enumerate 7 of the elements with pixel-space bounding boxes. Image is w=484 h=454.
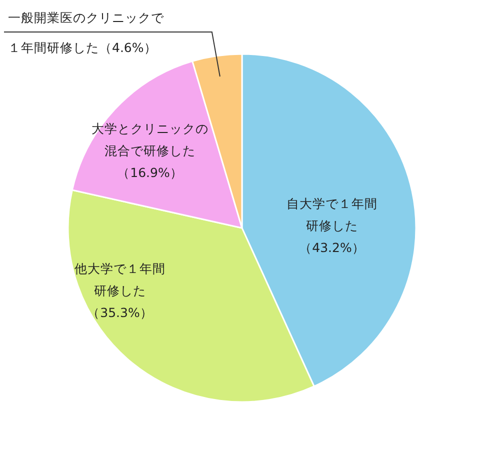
slice-label: 他大学で１年間研修した <box>74 261 166 298</box>
category-label: 一般開業医のクリニックで１年間研修した（4.6%） <box>8 10 164 55</box>
slice-label: 大学とクリニックの混合で研修した <box>92 121 208 158</box>
data-label: （43.2%） <box>299 240 365 255</box>
data-label: （35.3%） <box>87 305 153 320</box>
data-label: （16.9%） <box>117 165 183 180</box>
slice-label: 自大学で１年間研修した <box>286 196 378 233</box>
